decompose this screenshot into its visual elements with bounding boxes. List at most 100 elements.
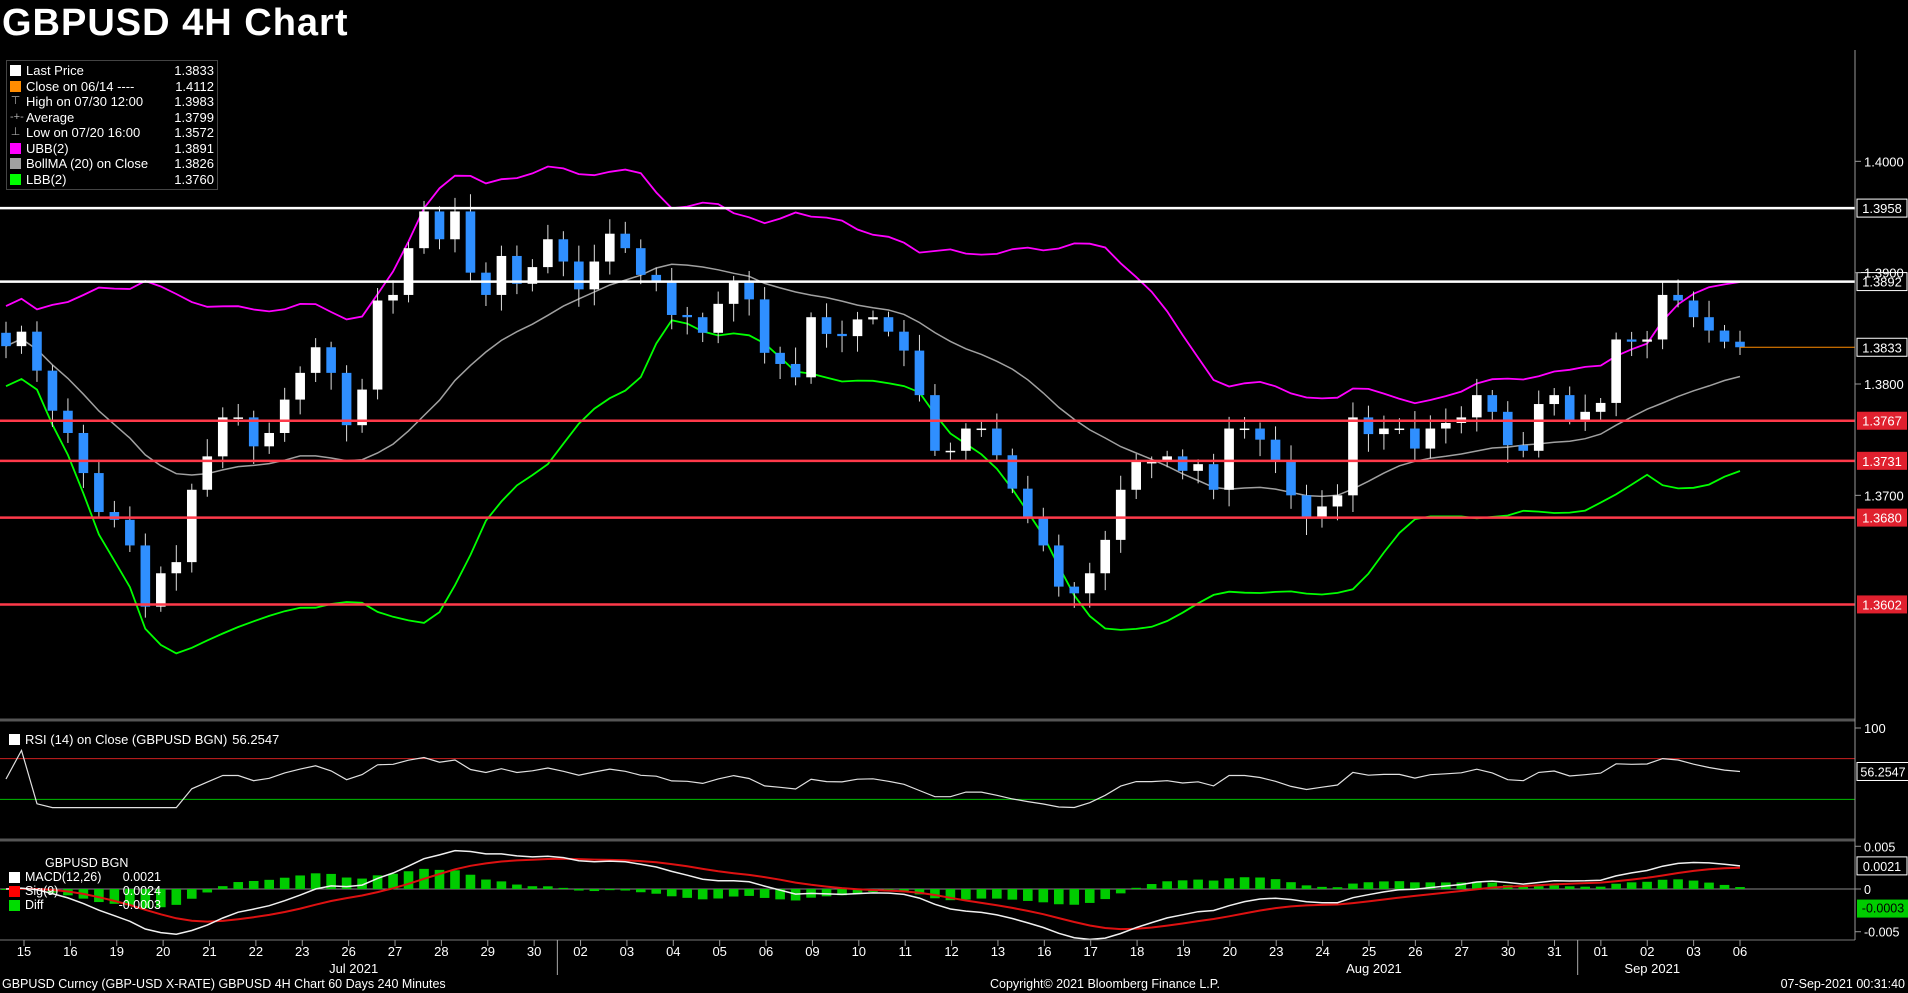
candle-body bbox=[341, 372, 352, 426]
macd-diff-bar bbox=[1456, 882, 1467, 889]
candle-body bbox=[1735, 341, 1745, 348]
candle-body bbox=[992, 428, 1002, 456]
legend-label: BollMA (20) on Close bbox=[26, 156, 149, 171]
level-price-label: 1.3767 bbox=[1862, 414, 1902, 429]
candle-body bbox=[1580, 411, 1590, 420]
candle-body bbox=[1023, 488, 1033, 518]
macd-diff-bar bbox=[1270, 879, 1281, 889]
candle-body bbox=[589, 261, 600, 290]
candle-body bbox=[156, 573, 166, 607]
macd-diff-bar bbox=[775, 889, 785, 900]
candle-body bbox=[527, 267, 538, 284]
footer-description: GBPUSD Curncy (GBP-USD X-RATE) GBPUSD 4H… bbox=[2, 977, 446, 991]
axes: 1.4000 1.3900 1.3800 1.3700 15 16 19 20 21 22 23 26… bbox=[0, 50, 1904, 976]
macd-diff-bar bbox=[109, 889, 120, 904]
candle-body bbox=[899, 331, 909, 351]
candle-body bbox=[1053, 545, 1064, 587]
candle-body bbox=[202, 456, 213, 490]
legend-swatch bbox=[10, 173, 21, 185]
x-tick-label: 28 bbox=[434, 944, 448, 959]
macd-diff-bar bbox=[852, 889, 863, 894]
candle-body bbox=[140, 545, 151, 607]
legend-swatch bbox=[10, 158, 21, 170]
macd-diff-bar bbox=[1317, 886, 1327, 889]
candle-body bbox=[16, 331, 27, 347]
candle-body bbox=[1332, 495, 1343, 507]
candle-body bbox=[326, 347, 336, 373]
candle-body bbox=[821, 317, 832, 334]
candle-body bbox=[512, 255, 522, 284]
candle-body bbox=[930, 395, 940, 451]
macd-diff-bar bbox=[1177, 880, 1188, 889]
macd-legend-value: 0.0021 bbox=[122, 870, 161, 884]
legend-row: -+- Average 1.3799 bbox=[10, 110, 214, 126]
price-legend: Last Price 1.3833 Close on 06/14 ---- 1.411… bbox=[6, 60, 218, 190]
candle-body bbox=[1441, 422, 1451, 429]
candle-body bbox=[388, 294, 398, 301]
candle-body bbox=[945, 450, 956, 453]
x-tick-label: 18 bbox=[1130, 944, 1144, 959]
candle-body bbox=[1719, 330, 1730, 342]
x-tick-label: 27 bbox=[388, 944, 402, 959]
macd-diff-bar bbox=[1301, 885, 1312, 889]
rsi-tick-label: 100 bbox=[1864, 721, 1886, 736]
legend-glyph: ⊥ bbox=[10, 126, 21, 138]
macd-diff-bar bbox=[1735, 887, 1745, 889]
legend-swatch bbox=[10, 65, 21, 77]
candle-body bbox=[1146, 461, 1157, 464]
candle-body bbox=[1270, 439, 1281, 462]
candle-body bbox=[357, 389, 367, 426]
candle-body bbox=[1069, 586, 1080, 594]
candle-body bbox=[1, 332, 11, 347]
x-tick-label: 09 bbox=[805, 944, 819, 959]
upper-bollinger-line bbox=[5, 165, 1741, 405]
candle-body bbox=[1317, 506, 1327, 518]
macd-diff-bar bbox=[1688, 880, 1699, 889]
candle-body bbox=[1642, 339, 1652, 342]
x-tick-label: 20 bbox=[1223, 944, 1237, 959]
macd-legend-row: Diff -0.0003 bbox=[9, 898, 161, 912]
macd-legend-swatch bbox=[9, 885, 20, 897]
rsi-label: RSI (14) on Close (GBPUSD BGN) bbox=[25, 732, 228, 747]
candle-body bbox=[1177, 456, 1188, 471]
macd-diff-bar bbox=[403, 871, 414, 889]
macd-diff-bar bbox=[682, 889, 693, 898]
macd-diff-bar bbox=[186, 889, 197, 899]
legend-row: BollMA (20) on Close 1.3826 bbox=[10, 156, 214, 172]
candle-body bbox=[1564, 395, 1575, 420]
bollinger-ma-line bbox=[5, 263, 1741, 498]
x-tick-label: 15 bbox=[17, 944, 31, 959]
x-tick-label: 03 bbox=[620, 944, 634, 959]
x-tick-label: 21 bbox=[202, 944, 216, 959]
macd-diff-bar bbox=[1100, 889, 1111, 900]
price-tick-label: 1.3800 bbox=[1864, 377, 1904, 392]
candle-body bbox=[310, 347, 321, 373]
legend-glyph: -+- bbox=[10, 110, 24, 123]
candle-body bbox=[1239, 428, 1250, 431]
x-tick-label: 16 bbox=[63, 944, 77, 959]
macd-diff-bar bbox=[744, 889, 754, 896]
level-price-box bbox=[1857, 595, 1907, 614]
candle-body bbox=[1657, 294, 1668, 340]
macd-diff-bar bbox=[1, 889, 11, 890]
candle-body bbox=[94, 473, 104, 513]
macd-diff-bar bbox=[1069, 889, 1080, 905]
candle-body bbox=[759, 299, 770, 353]
candle-body bbox=[1425, 428, 1436, 449]
macd-diff-bar bbox=[1595, 886, 1606, 889]
candle-body bbox=[1208, 464, 1219, 490]
macd-diff-bar bbox=[1146, 884, 1157, 889]
macd-legend-value: -0.0003 bbox=[118, 898, 161, 912]
macd-diff-bar bbox=[1472, 881, 1482, 889]
macd-diff-bar bbox=[837, 889, 847, 896]
x-tick-label: 20 bbox=[156, 944, 170, 959]
candle-body bbox=[1007, 455, 1018, 489]
legend-value: 1.3799 bbox=[174, 109, 214, 125]
macd-legend-swatch bbox=[9, 871, 20, 883]
price-tick-label: 1.3900 bbox=[1864, 266, 1904, 281]
candle-body bbox=[1193, 464, 1203, 471]
macd-diff-bar bbox=[465, 874, 476, 889]
legend-row: UBB(2) 1.3891 bbox=[10, 141, 214, 157]
candle-body bbox=[481, 272, 491, 295]
x-tick-label: 12 bbox=[944, 944, 958, 959]
